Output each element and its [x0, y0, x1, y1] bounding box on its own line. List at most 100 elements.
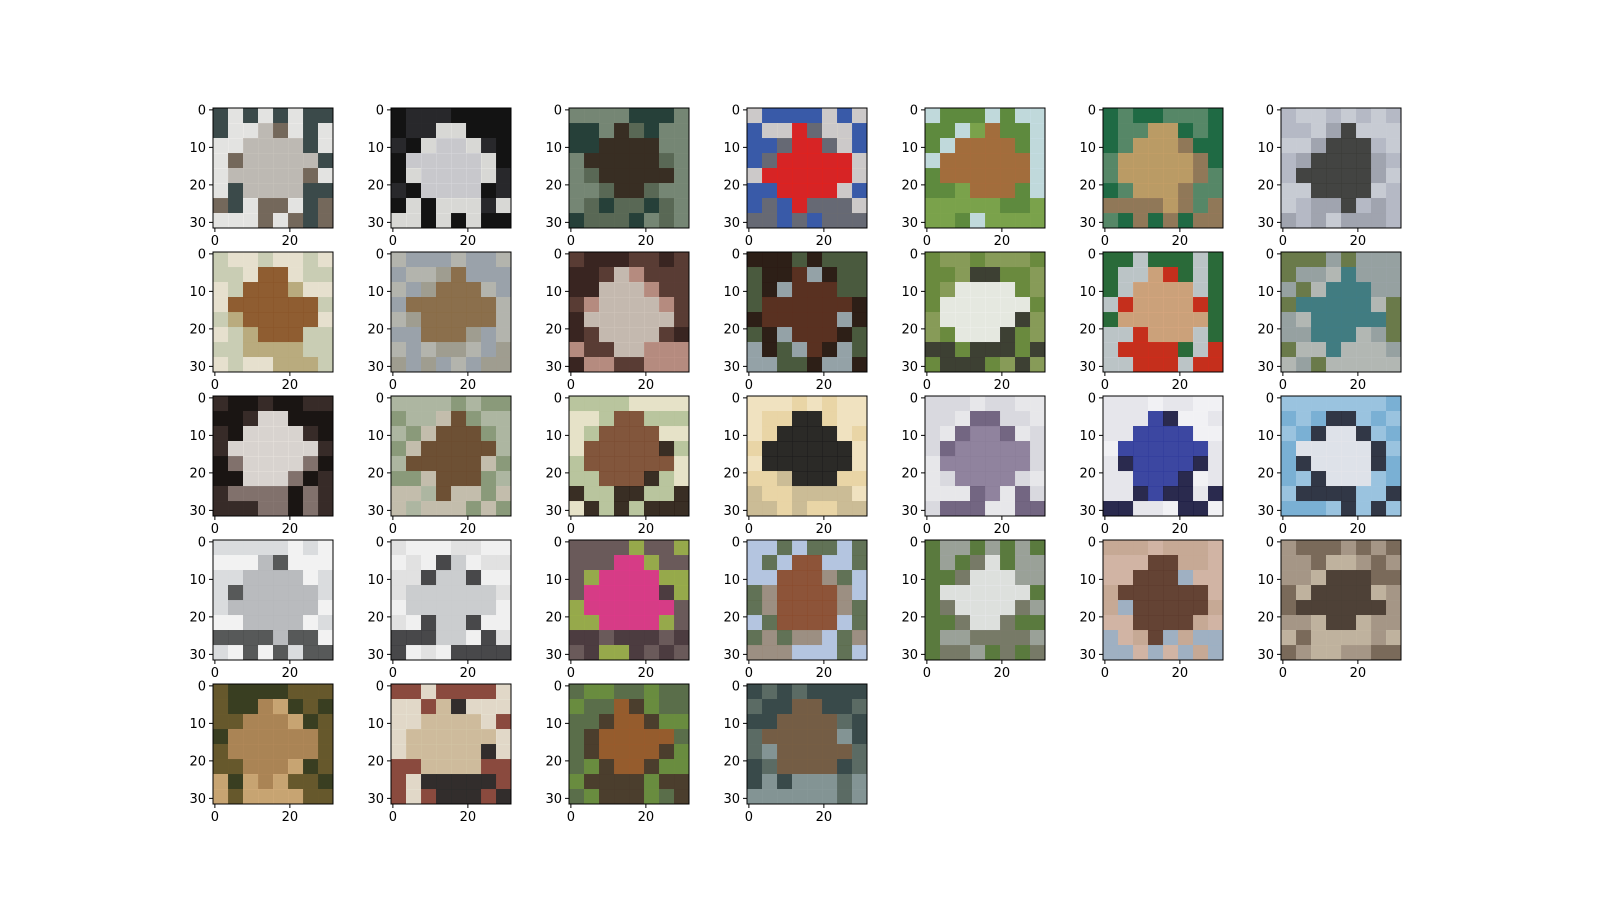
y-tick-label: 30 [901, 360, 918, 375]
y-tick-label: 10 [1257, 141, 1274, 156]
x-tick-label: 0 [923, 378, 931, 393]
x-tick-label: 20 [638, 810, 655, 825]
y-tick-label: 0 [554, 391, 562, 406]
image-panel: 0 10 20 30 0 20 [189, 679, 334, 825]
y-tick-label: 30 [723, 792, 740, 807]
y-tick-label: 0 [198, 535, 206, 550]
x-tick-label: 0 [567, 522, 575, 537]
x-tick-label: 0 [389, 234, 397, 249]
y-tick-label: 20 [723, 754, 740, 769]
image-panel: 0 10 20 30 0 20 [901, 247, 1046, 393]
axes-frame [924, 107, 1046, 229]
axes-frame [746, 107, 868, 229]
image-panel: 0 10 20 30 0 20 [367, 679, 512, 825]
image-panel: 0 10 20 30 0 20 [189, 391, 334, 537]
y-tick-label: 20 [723, 322, 740, 337]
axes-frame [746, 395, 868, 517]
x-tick-label: 0 [567, 666, 575, 681]
y-tick-label: 20 [545, 754, 562, 769]
x-tick-label: 0 [1279, 666, 1287, 681]
thumbnail-image [1103, 108, 1224, 229]
x-tick-label: 0 [745, 234, 753, 249]
y-tick-label: 10 [189, 285, 206, 300]
y-tick-label: 30 [1079, 648, 1096, 663]
x-tick-label: 20 [1350, 234, 1367, 249]
y-tick-label: 0 [732, 247, 740, 262]
axes-frame [924, 251, 1046, 373]
thumbnail-image [391, 396, 512, 517]
y-tick-label: 10 [367, 429, 384, 444]
y-tick-label: 0 [1088, 247, 1096, 262]
y-tick-label: 30 [723, 216, 740, 231]
y-tick-label: 10 [1079, 429, 1096, 444]
axes-frame [212, 107, 334, 229]
thumbnail-image [391, 108, 512, 229]
x-tick-label: 0 [923, 666, 931, 681]
y-tick-label: 10 [367, 285, 384, 300]
y-tick-label: 0 [376, 535, 384, 550]
y-tick-label: 30 [367, 360, 384, 375]
x-tick-label: 20 [1350, 378, 1367, 393]
y-tick-label: 0 [910, 391, 918, 406]
y-tick-label: 0 [1266, 247, 1274, 262]
x-tick-label: 0 [1101, 378, 1109, 393]
axes-frame [568, 539, 690, 661]
y-tick-label: 10 [1257, 429, 1274, 444]
y-tick-label: 20 [1079, 610, 1096, 625]
image-panel: 0 10 20 30 0 20 [1257, 535, 1402, 681]
y-tick-label: 30 [367, 648, 384, 663]
thumbnail-image [1103, 540, 1224, 661]
x-tick-label: 20 [1172, 522, 1189, 537]
axes-frame [1102, 395, 1224, 517]
y-tick-label: 10 [189, 717, 206, 732]
x-tick-label: 0 [211, 810, 219, 825]
x-tick-label: 0 [1101, 666, 1109, 681]
image-panel: 0 10 20 30 0 20 [1079, 535, 1224, 681]
x-tick-label: 20 [638, 666, 655, 681]
y-tick-label: 0 [732, 391, 740, 406]
image-panel: 0 10 20 30 0 20 [367, 391, 512, 537]
axes-frame [1102, 251, 1224, 373]
y-tick-label: 20 [367, 754, 384, 769]
image-panel: 0 10 20 30 0 20 [723, 535, 868, 681]
x-tick-label: 0 [1279, 522, 1287, 537]
y-tick-label: 30 [1257, 216, 1274, 231]
x-tick-label: 20 [1172, 378, 1189, 393]
y-tick-label: 10 [545, 429, 562, 444]
y-tick-label: 0 [554, 679, 562, 694]
thumbnail-image [391, 252, 512, 373]
image-panel: 0 10 20 30 0 20 [723, 391, 868, 537]
image-panel: 0 10 20 30 0 20 [1257, 391, 1402, 537]
x-tick-label: 0 [567, 234, 575, 249]
y-tick-label: 30 [901, 504, 918, 519]
y-tick-label: 20 [723, 178, 740, 193]
y-tick-label: 20 [1079, 322, 1096, 337]
thumbnail-image [213, 252, 334, 373]
x-tick-label: 20 [816, 378, 833, 393]
y-tick-label: 0 [376, 391, 384, 406]
image-panel: 0 10 20 30 0 20 [189, 247, 334, 393]
x-tick-label: 20 [282, 522, 299, 537]
thumbnail-image [925, 108, 1046, 229]
x-tick-label: 20 [638, 522, 655, 537]
y-tick-label: 20 [189, 610, 206, 625]
y-tick-label: 30 [1079, 360, 1096, 375]
x-tick-label: 20 [460, 234, 477, 249]
thumbnail-image [213, 684, 334, 805]
thumbnail-image [1281, 252, 1402, 373]
y-tick-label: 20 [1079, 466, 1096, 481]
x-tick-label: 20 [816, 810, 833, 825]
y-tick-label: 20 [367, 322, 384, 337]
y-tick-label: 20 [901, 322, 918, 337]
y-tick-label: 10 [1079, 573, 1096, 588]
axes-frame [924, 539, 1046, 661]
y-tick-label: 30 [545, 504, 562, 519]
image-panel: 0 10 20 30 0 20 [901, 391, 1046, 537]
x-tick-label: 20 [994, 234, 1011, 249]
y-tick-label: 20 [901, 610, 918, 625]
x-tick-label: 0 [211, 666, 219, 681]
x-tick-label: 20 [816, 522, 833, 537]
thumbnail-image [391, 540, 512, 661]
image-panel: 0 10 20 30 0 20 [723, 103, 868, 249]
